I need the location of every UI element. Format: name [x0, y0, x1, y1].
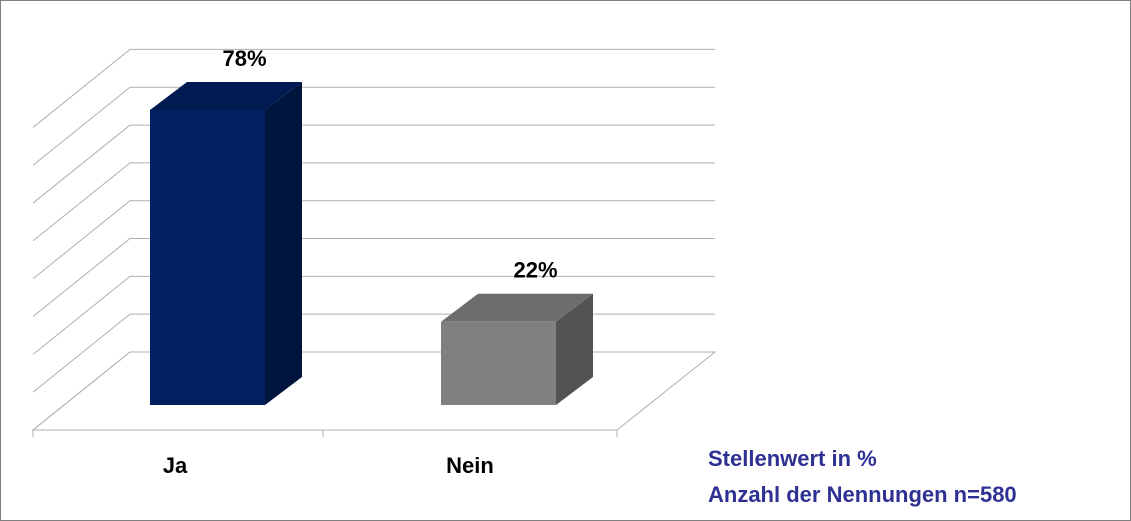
- grid-line: [32, 124, 715, 204]
- value-label: 78%: [222, 46, 266, 71]
- grid-line: [32, 48, 715, 128]
- grid-line: [32, 162, 715, 242]
- note: Stellenwert in %: [708, 446, 877, 471]
- x-tick-label: Nein: [446, 453, 494, 478]
- grid-line: [32, 86, 715, 166]
- grid-line: [32, 238, 715, 317]
- bar-top: [441, 293, 593, 322]
- grid-line: [32, 275, 715, 355]
- bar-top: [150, 82, 302, 110]
- bar-side: [265, 82, 302, 405]
- grid-line: [32, 200, 715, 280]
- note: Anzahl der Nennungen n=580: [708, 482, 1017, 507]
- bar: [150, 110, 265, 405]
- bar-side: [556, 293, 593, 405]
- x-tick-label: Ja: [163, 453, 188, 478]
- bar: [441, 321, 556, 405]
- value-label: 22%: [513, 258, 557, 283]
